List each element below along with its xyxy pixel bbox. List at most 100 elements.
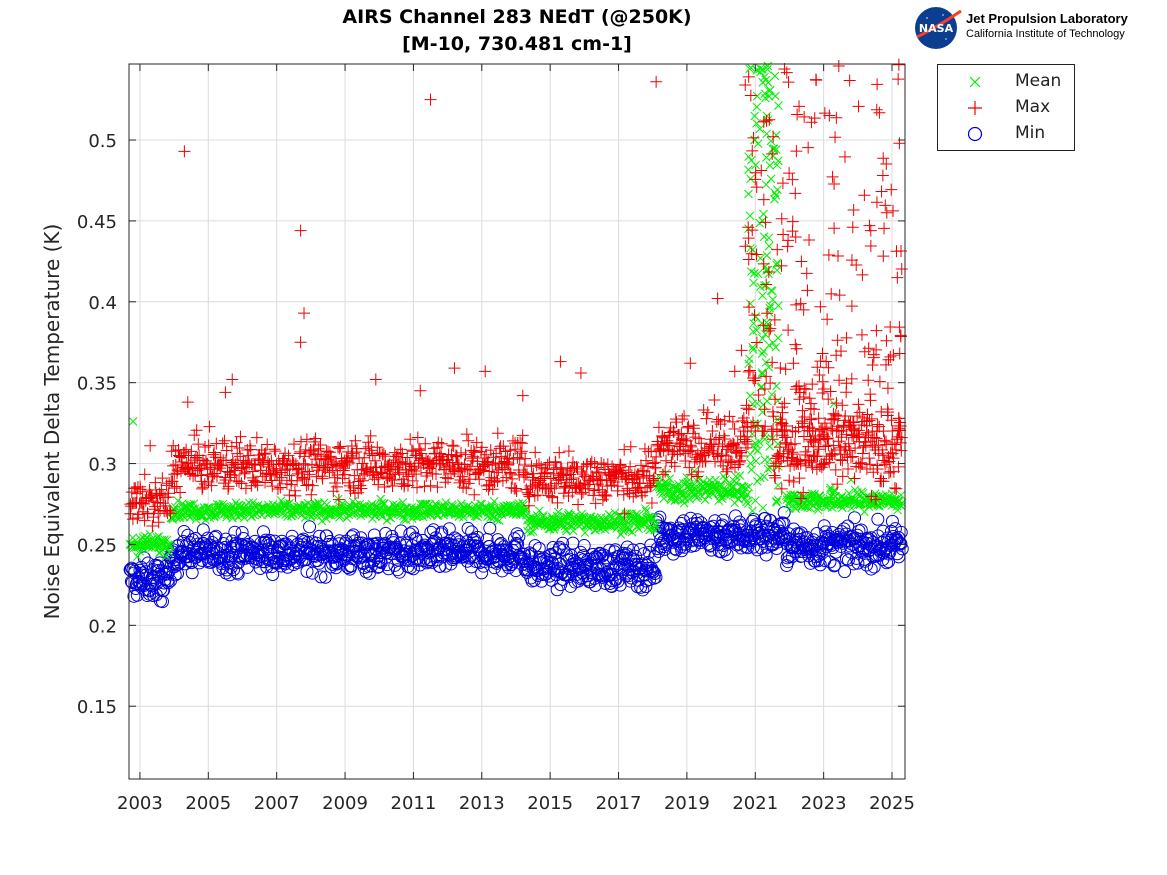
data-point-mean	[765, 463, 775, 473]
data-point-max	[786, 446, 799, 459]
data-point-max	[308, 435, 321, 448]
data-point-mean	[860, 507, 869, 517]
data-point-max	[867, 351, 880, 364]
data-point-min	[379, 526, 393, 540]
data-point-max	[775, 259, 788, 272]
data-point-max	[600, 489, 613, 502]
data-point-min	[636, 583, 650, 597]
data-point-max	[708, 394, 721, 407]
data-point-min	[170, 558, 184, 572]
data-point-max	[420, 470, 433, 483]
data-point-max	[483, 465, 496, 478]
data-point-mean	[758, 400, 768, 410]
data-point-mean	[750, 135, 760, 145]
data-point-max	[592, 467, 605, 480]
data-point-max	[880, 334, 893, 347]
data-point-mean	[766, 174, 776, 184]
data-point-mean	[750, 111, 759, 121]
data-point-max	[677, 432, 690, 445]
data-point-max	[852, 398, 865, 411]
data-point-max	[477, 464, 490, 477]
data-point-max	[587, 489, 600, 502]
data-point-mean	[750, 444, 760, 454]
data-point-max	[488, 476, 501, 489]
data-point-min	[556, 536, 570, 550]
data-point-max	[138, 468, 151, 481]
data-point-max	[277, 452, 290, 465]
data-point-min	[392, 565, 406, 579]
data-point-max	[761, 307, 774, 320]
data-point-max	[522, 488, 535, 501]
data-point-max	[362, 436, 375, 449]
data-point-max	[576, 468, 589, 481]
data-point-min	[367, 528, 381, 542]
data-point-max	[185, 445, 198, 458]
data-point-max	[812, 412, 825, 425]
data-point-max	[799, 445, 812, 458]
data-point-max	[816, 375, 829, 388]
data-point-max	[764, 322, 777, 335]
data-point-max	[501, 452, 514, 465]
data-point-max	[829, 131, 842, 144]
data-point-max	[288, 438, 301, 451]
data-point-min	[886, 529, 900, 543]
data-point-mean	[751, 312, 760, 322]
data-point-mean	[748, 343, 758, 352]
data-point-max	[331, 441, 344, 454]
data-point-max	[258, 448, 271, 461]
data-point-max	[124, 507, 137, 520]
data-point-max	[804, 433, 817, 446]
data-point-max	[790, 145, 803, 158]
data-point-max	[692, 432, 705, 445]
data-point-max	[846, 450, 859, 463]
data-point-max	[475, 441, 488, 454]
data-point-max	[787, 357, 800, 370]
data-point-min	[528, 539, 542, 553]
data-point-max	[734, 454, 747, 467]
data-point-min	[647, 571, 661, 585]
data-point-mean	[826, 483, 835, 493]
data-point-max	[332, 493, 345, 506]
data-point-max	[781, 240, 794, 253]
chart-title: AIRS Channel 283 NEdT (@250K) [M-10, 730…	[129, 4, 905, 58]
data-point-max	[471, 455, 484, 468]
data-point-max	[794, 386, 807, 399]
data-point-mean	[761, 358, 771, 367]
x-tick-label: 2005	[185, 793, 231, 814]
data-point-mean	[756, 253, 765, 263]
data-point-mean	[774, 301, 783, 310]
data-point-max	[404, 433, 417, 446]
data-point-max	[231, 447, 244, 460]
data-point-max	[758, 403, 771, 416]
data-point-min	[856, 544, 870, 558]
data-point-max	[401, 451, 414, 464]
data-point-max	[846, 429, 859, 442]
data-point-max	[895, 431, 908, 444]
data-point-max	[845, 372, 858, 385]
data-point-mean	[751, 456, 761, 466]
data-point-max	[746, 224, 759, 237]
data-point-max	[287, 457, 300, 470]
data-point-mean	[744, 189, 753, 199]
data-point-max	[251, 479, 264, 492]
data-point-max	[742, 253, 755, 266]
data-point-min	[314, 570, 328, 584]
data-point-max	[230, 436, 243, 449]
data-point-min	[864, 562, 878, 576]
data-point-max	[728, 365, 741, 378]
data-point-max	[490, 466, 503, 479]
data-point-max	[750, 248, 763, 261]
data-point-max	[419, 437, 432, 450]
data-point-max	[554, 355, 567, 368]
data-point-mean	[760, 281, 769, 290]
data-point-max	[880, 456, 893, 469]
data-point-min	[860, 558, 874, 572]
data-points	[123, 58, 909, 609]
data-point-min	[305, 566, 319, 580]
data-point-max	[882, 353, 895, 366]
data-point-max	[504, 467, 517, 480]
data-point-max	[838, 150, 851, 163]
data-point-mean	[752, 399, 762, 408]
data-point-max	[846, 221, 859, 234]
x-tick-label: 2017	[596, 793, 642, 814]
